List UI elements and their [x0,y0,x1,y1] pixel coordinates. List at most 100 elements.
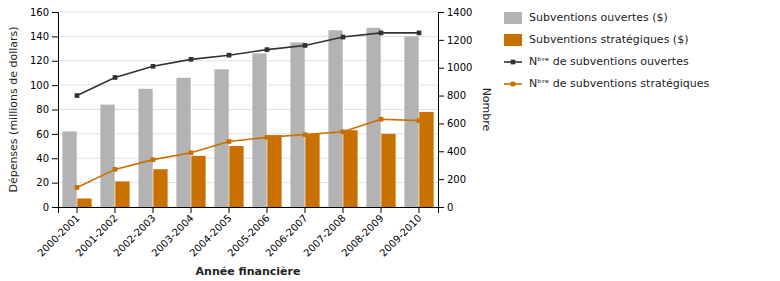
bar [100,105,114,207]
x-axis-tick: 2009-2010 [377,207,423,259]
y2-axis-tick: 1000 [438,62,472,73]
legend: Subventions ouvertes ($)Subventions stra… [504,11,709,90]
y-axis-tick: 100 [30,80,58,91]
marker [75,93,80,98]
marker [227,53,232,58]
y-axis-tick-mark [52,134,58,135]
bar [404,36,418,207]
plot: 0 20 40 60 80 100 120 140 160 0 200 400 600 800 1000 12… [30,7,473,259]
y-axis-tick: 40 [36,153,58,164]
y2-axis-tick: 400 [438,146,466,157]
legend-item: Subventions ouvertes ($) [504,11,668,24]
line-series [75,117,422,190]
x-axis-tick-mark [343,207,344,213]
marker [417,31,422,36]
legend-label: Subventions ouvertes ($) [529,11,668,24]
x-axis-line [59,208,439,214]
grid-line [58,12,438,13]
marker [379,117,384,122]
marker [265,135,270,140]
y2-axis-tick-label: 0 [447,202,453,213]
y-axis-tick-label: 160 [30,7,49,18]
marks [62,28,433,207]
marker [303,43,308,48]
legend-swatch [504,12,522,24]
marker [113,167,118,172]
bar-series [62,28,418,207]
y2-axis-title: Nombre [480,88,493,132]
y-axis-tick-label: 120 [30,55,49,66]
y2-axis-tick: 1400 [438,7,472,18]
line [77,33,419,96]
y-axis-tick-label: 20 [36,177,49,188]
bar [229,146,243,207]
grid-line [58,158,438,159]
legend-marker [511,60,516,65]
y-axis-tick-mark [52,12,58,13]
x-axis-tick-mark [229,207,230,213]
y-axis-tick-label: 100 [30,80,49,91]
y2-axis-tick-mark [438,179,444,180]
legend-label: Nᵇʳᵉ de subventions stratégiques [529,77,709,90]
x-axis-tick-mark [115,207,116,213]
x-axis-tick-mark [381,207,382,213]
y2-axis-tick: 1200 [438,35,472,46]
bar-series [77,112,433,207]
y2-axis-tick-mark [438,151,444,152]
y2-axis-tick-label: 400 [447,146,466,157]
y-axis-tick: 160 [30,7,58,18]
y-axis-tick-mark [52,36,58,37]
x-axis-tick-mark [191,207,192,213]
x-axis-tick-mark [419,207,420,213]
y2-axis-tick: 600 [438,118,466,129]
bar [115,181,129,207]
y-axis-tick-mark [52,85,58,86]
grid-line [58,133,438,134]
y-axis-tick-mark [52,61,58,62]
x-axis-tick-mark [267,207,268,213]
y-axis-tick: 120 [30,55,58,66]
bar [305,134,319,207]
y2-axis-line [439,13,445,208]
bar [191,156,205,207]
y-axis-tick-mark [52,158,58,159]
legend-marker [511,82,516,87]
marker [113,75,118,80]
bar [290,42,304,207]
x-axis-title: Année financière [196,265,301,278]
x-axis: 2000-20012001-20022002-20032003-20042004… [35,207,438,259]
y-axis-tick: 140 [30,31,58,42]
bar [153,169,167,207]
y2-axis-tick: 0 [438,202,453,213]
x-axis-tick-mark [153,207,154,213]
y-axis-tick: 80 [36,104,58,115]
grid [58,12,438,207]
y-axis: 0 20 40 60 80 100 120 140 160 [30,7,59,213]
line-series [75,31,422,98]
chart: 0 20 40 60 80 100 120 140 160 0 200 400 600 800 1000 12… [0,0,780,281]
y2-axis-tick-mark [438,12,444,13]
bar [77,198,91,207]
legend-item: Nᵇʳᵉ de subventions ouvertes [504,55,689,68]
y2-axis-tick-label: 1200 [447,35,472,46]
y2-axis-tick-mark [438,68,444,69]
marker [341,35,346,40]
bar [328,30,342,207]
y2-axis-tick: 800 [438,90,466,101]
grid-line [58,182,438,183]
marker [303,132,308,137]
bar [252,53,266,207]
y-axis-tick-mark [52,183,58,184]
marker [227,139,232,144]
y2-axis-tick-mark [438,123,444,124]
marker [189,150,194,155]
line [77,119,419,187]
y-axis-tick: 0 [43,202,58,213]
y-axis-tick-label: 60 [36,129,49,140]
y2-axis-tick-label: 200 [447,174,466,185]
bar [62,131,76,207]
marker [151,157,156,162]
y-axis-tick-label: 80 [36,104,49,115]
bar [381,134,395,207]
chart-container: 0 20 40 60 80 100 120 140 160 0 200 400 600 800 1000 12… [0,0,780,281]
